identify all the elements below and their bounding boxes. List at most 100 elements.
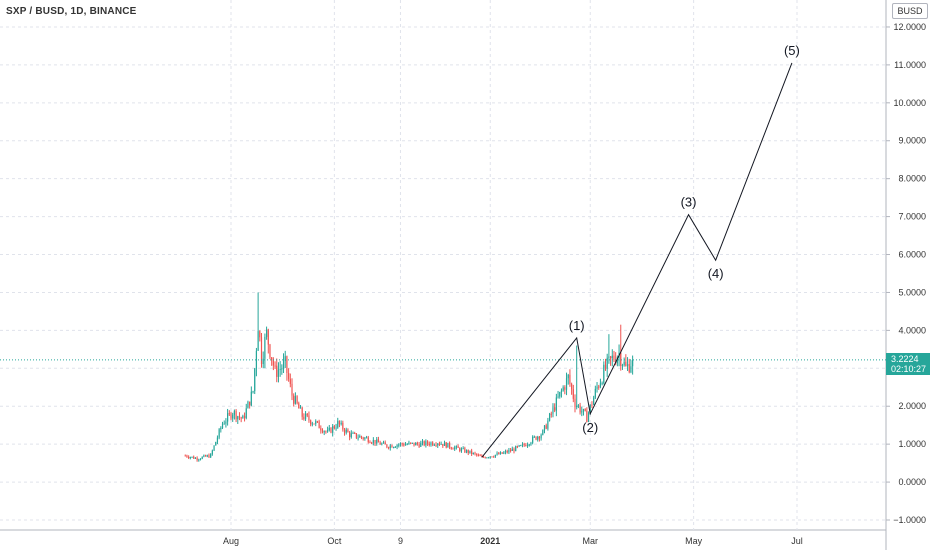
- candle-body: [335, 427, 337, 429]
- y-tick-label: 6.0000: [898, 250, 926, 260]
- candle-body: [559, 391, 561, 397]
- candle-body: [543, 425, 546, 431]
- candle-body: [303, 416, 305, 420]
- bar-countdown: 02:10:27: [891, 364, 927, 375]
- candle-body: [479, 455, 481, 457]
- candle-body: [223, 423, 225, 425]
- x-tick-label: Aug: [223, 536, 239, 546]
- candle-body: [249, 401, 251, 406]
- candle-body: [206, 455, 208, 457]
- candle-body: [489, 456, 491, 458]
- candle-body: [604, 364, 607, 369]
- candle-body: [571, 383, 573, 390]
- candle-body: [262, 358, 264, 364]
- candle-body: [423, 441, 425, 446]
- candle-body: [611, 355, 613, 359]
- candle-body: [276, 365, 278, 377]
- candle-body: [511, 448, 513, 451]
- candle-body: [274, 365, 276, 367]
- candle-body: [459, 447, 461, 452]
- candle-body: [259, 331, 261, 338]
- candle-body: [288, 373, 290, 379]
- candle-body: [587, 412, 590, 423]
- candle-body: [332, 426, 334, 433]
- candle-body: [189, 457, 191, 459]
- candle-body: [237, 416, 239, 420]
- candle-body: [198, 459, 200, 461]
- candle-body: [320, 428, 322, 431]
- candle-body: [554, 407, 556, 411]
- candle-body: [293, 395, 295, 404]
- wave-label: (5): [784, 43, 800, 58]
- candle-body: [208, 455, 210, 458]
- candle-body: [371, 442, 373, 444]
- candle-body: [337, 420, 339, 428]
- candle-body: [562, 387, 564, 391]
- candle-body: [347, 429, 349, 433]
- candle-body: [598, 386, 600, 388]
- candle-body: [577, 405, 579, 407]
- candle-body: [277, 369, 280, 377]
- candle-body: [413, 442, 415, 446]
- candle-body: [498, 453, 500, 455]
- candle-body: [350, 433, 352, 438]
- candle-body: [403, 444, 405, 446]
- candle-body: [545, 425, 547, 429]
- candle-body: [191, 456, 193, 458]
- candle-body: [382, 442, 385, 444]
- candle-body: [626, 364, 629, 366]
- candle-body: [503, 452, 505, 454]
- candle-body: [265, 329, 268, 337]
- candle-body: [267, 329, 269, 345]
- candle-body: [410, 442, 412, 444]
- candle-body: [315, 421, 317, 424]
- x-tick-label: 2021: [480, 536, 500, 546]
- candle-body: [204, 455, 207, 457]
- candle-body: [291, 383, 293, 396]
- candle-body: [628, 364, 630, 373]
- candle-body: [235, 410, 237, 420]
- candle-body: [491, 456, 493, 458]
- candle-body: [521, 444, 524, 446]
- candle-body: [243, 415, 246, 419]
- candle-body: [306, 413, 308, 416]
- last-price-badge: 3.2224 02:10:27: [886, 352, 930, 375]
- candle-body: [252, 391, 254, 393]
- candle-body: [221, 423, 224, 428]
- candle-body: [428, 443, 430, 445]
- candle-body: [360, 436, 363, 438]
- candle-body: [447, 442, 449, 448]
- candle-body: [225, 421, 227, 424]
- candle-body: [381, 443, 383, 445]
- candle-body: [496, 453, 498, 455]
- candle-body: [298, 403, 300, 409]
- currency-button[interactable]: BUSD: [892, 3, 928, 19]
- candle-body: [343, 429, 346, 433]
- candle-body: [630, 366, 632, 373]
- candle-body: [311, 423, 313, 425]
- candle-body: [194, 457, 197, 459]
- candle-body: [547, 420, 549, 429]
- candle-body: [386, 444, 388, 448]
- wave-label: (2): [582, 420, 598, 435]
- candle-body: [387, 447, 390, 449]
- candle-body: [474, 452, 476, 454]
- candle-body: [504, 451, 507, 453]
- candle-body: [499, 452, 502, 455]
- candle-body: [328, 427, 330, 431]
- candle-body: [442, 443, 444, 446]
- candle-body: [467, 450, 469, 454]
- candle-body: [437, 443, 439, 446]
- y-tick-label: 2.0000: [898, 401, 926, 411]
- x-tick-label: May: [685, 536, 703, 546]
- y-tick-label: 5.0000: [898, 287, 926, 297]
- candle-body: [548, 413, 551, 421]
- candle-body: [574, 398, 576, 408]
- candle-body: [308, 415, 310, 421]
- x-tick-label: Jul: [791, 536, 803, 546]
- candle-body: [408, 442, 410, 445]
- candle-body: [609, 356, 612, 359]
- candle-body: [416, 442, 419, 445]
- candle-body: [316, 421, 319, 423]
